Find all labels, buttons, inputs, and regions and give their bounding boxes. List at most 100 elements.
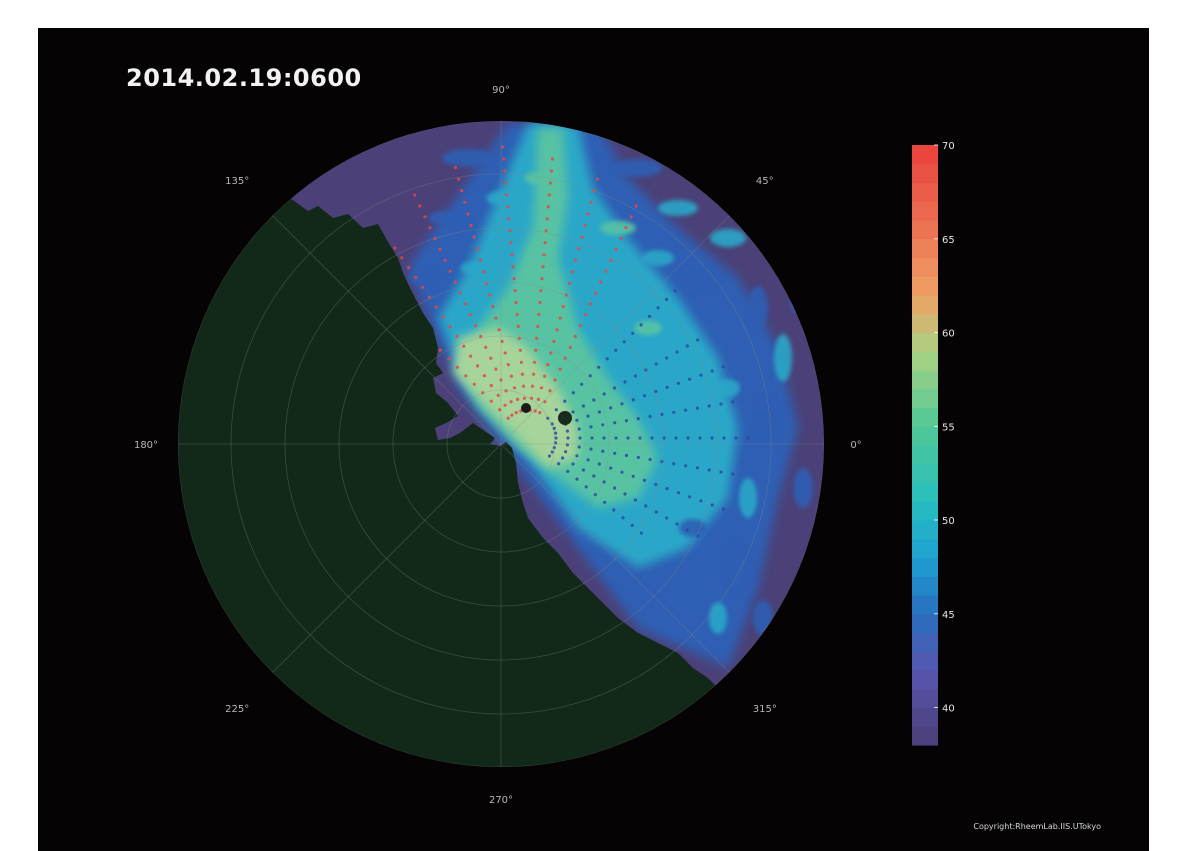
ship-marker-36 bbox=[472, 235, 476, 239]
ship-marker-106 bbox=[589, 200, 593, 204]
ship-marker-292 bbox=[648, 314, 652, 318]
ship-marker-89 bbox=[536, 397, 540, 401]
ship-marker-46 bbox=[520, 372, 524, 376]
ship-marker-263 bbox=[644, 504, 648, 508]
ship-marker-236 bbox=[719, 470, 723, 474]
wave-blob-15 bbox=[642, 250, 674, 266]
ship-marker-239 bbox=[564, 450, 568, 454]
ship-marker-18 bbox=[423, 215, 427, 219]
ship-marker-146 bbox=[393, 246, 397, 250]
ship-marker-16 bbox=[433, 237, 437, 241]
ship-marker-202 bbox=[707, 404, 711, 408]
ship-marker-37 bbox=[469, 223, 473, 228]
colorbar-step-65 bbox=[912, 220, 938, 240]
ship-marker-240 bbox=[575, 454, 579, 458]
wave-blob-11 bbox=[739, 478, 757, 518]
port-marker bbox=[521, 403, 531, 413]
ship-marker-82 bbox=[545, 217, 549, 221]
ship-marker-193 bbox=[601, 423, 605, 427]
colorbar-label-55: 55 bbox=[942, 422, 955, 433]
ship-marker-27 bbox=[500, 339, 504, 343]
ship-marker-262 bbox=[633, 498, 638, 502]
ship-marker-30 bbox=[491, 305, 495, 309]
ship-marker-76 bbox=[539, 289, 543, 293]
polar-plot-area bbox=[178, 121, 824, 767]
ship-marker-248 bbox=[665, 487, 669, 491]
ship-marker-62 bbox=[504, 181, 508, 185]
ship-marker-272 bbox=[575, 477, 579, 481]
colorbar-label-50: 50 bbox=[942, 516, 955, 527]
ship-marker-219 bbox=[722, 436, 726, 440]
ship-marker-38 bbox=[466, 212, 470, 216]
ship-marker-190 bbox=[565, 429, 570, 433]
ship-marker-212 bbox=[638, 436, 642, 440]
wave-blob-18 bbox=[460, 261, 496, 275]
ship-marker-237 bbox=[731, 472, 735, 476]
wave-blob-7 bbox=[748, 286, 768, 330]
ship-marker-59 bbox=[507, 217, 511, 221]
colorbar-step-68 bbox=[912, 163, 938, 184]
ship-marker-112 bbox=[553, 378, 557, 382]
ship-marker-283 bbox=[571, 391, 575, 395]
ship-marker-196 bbox=[636, 417, 640, 421]
ship-marker-238 bbox=[552, 446, 556, 450]
colorbar-step-63 bbox=[912, 257, 938, 277]
ship-marker-34 bbox=[478, 258, 482, 262]
ship-marker-210 bbox=[614, 436, 618, 440]
ship-marker-28 bbox=[497, 328, 501, 332]
ship-marker-194 bbox=[613, 421, 617, 425]
angle-label-45: 45° bbox=[756, 176, 774, 187]
colorbar-step-42 bbox=[912, 651, 938, 671]
ship-marker-77 bbox=[540, 277, 544, 281]
wave-field-high bbox=[453, 328, 578, 468]
ship-marker-15 bbox=[438, 247, 442, 252]
ship-marker-133 bbox=[482, 374, 486, 378]
ship-marker-162 bbox=[592, 398, 596, 402]
ship-marker-25 bbox=[506, 363, 510, 367]
ship-marker-250 bbox=[688, 495, 692, 499]
angle-label-315: 315° bbox=[753, 704, 777, 715]
ship-marker-97 bbox=[561, 305, 565, 309]
ship-marker-80 bbox=[543, 241, 547, 245]
ship-marker-13 bbox=[448, 269, 452, 273]
ship-marker-188 bbox=[721, 365, 726, 369]
ship-marker-271 bbox=[566, 469, 570, 473]
ship-marker-231 bbox=[660, 460, 664, 464]
ship-marker-230 bbox=[648, 457, 652, 462]
wave-blob-8 bbox=[774, 334, 792, 382]
ship-marker-258 bbox=[592, 474, 596, 478]
wave-blob-5 bbox=[710, 229, 746, 247]
ship-marker-151 bbox=[472, 382, 476, 386]
ship-marker-266 bbox=[675, 522, 679, 526]
ship-marker-234 bbox=[695, 466, 700, 470]
ship-marker-227 bbox=[613, 451, 617, 455]
wave-blob-24 bbox=[662, 450, 694, 466]
ship-marker-183 bbox=[665, 385, 669, 389]
wave-blob-2 bbox=[428, 211, 468, 225]
ship-marker-277 bbox=[621, 516, 625, 520]
ship-marker-57 bbox=[509, 241, 513, 245]
colorbar-step-64 bbox=[912, 238, 938, 259]
ship-marker-192 bbox=[589, 425, 593, 429]
ship-marker-249 bbox=[676, 491, 681, 495]
ship-marker-17 bbox=[428, 226, 432, 230]
colorbar-step-53 bbox=[912, 445, 938, 465]
colorbar-label-60: 60 bbox=[942, 329, 955, 340]
ship-marker-288 bbox=[614, 348, 618, 352]
ship-marker-242 bbox=[597, 462, 602, 466]
ship-marker-101 bbox=[574, 258, 578, 262]
ship-marker-186 bbox=[699, 373, 703, 377]
ship-marker-169 bbox=[665, 356, 669, 360]
ship-marker-122 bbox=[604, 269, 608, 273]
ship-marker-79 bbox=[542, 253, 546, 257]
ship-marker-96 bbox=[558, 316, 562, 320]
ship-marker-107 bbox=[592, 189, 596, 193]
colorbar-step-56 bbox=[912, 388, 938, 409]
angle-label-135: 135° bbox=[225, 176, 249, 187]
ship-marker-137 bbox=[455, 334, 459, 338]
ship-marker-175 bbox=[575, 418, 579, 422]
ship-marker-41 bbox=[457, 177, 461, 181]
ship-marker-50 bbox=[516, 324, 520, 328]
ship-marker-254 bbox=[550, 450, 554, 454]
ship-marker-129 bbox=[510, 413, 514, 417]
